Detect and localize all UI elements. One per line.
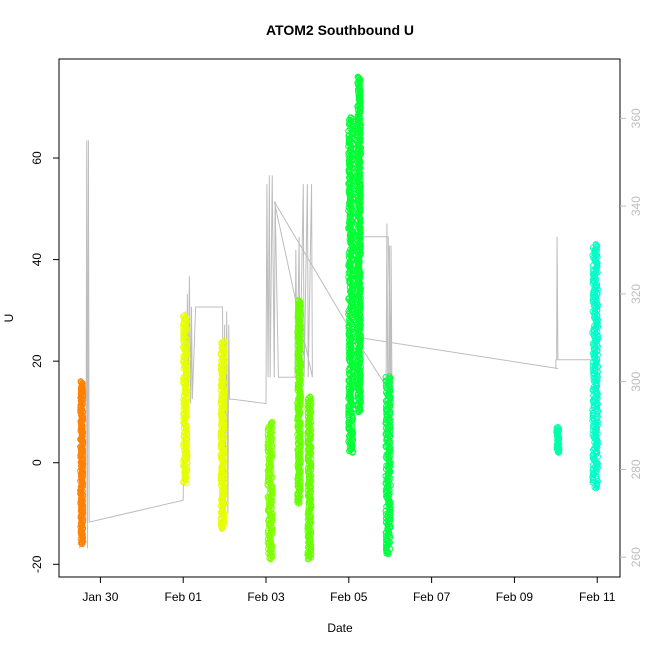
right-y-tick-label: 260 (629, 547, 643, 567)
data-point (386, 375, 393, 383)
x-tick-label: Jan 30 (82, 590, 118, 604)
right-y-tick-label: 280 (629, 459, 643, 479)
right-y-tick-label: 320 (629, 284, 643, 304)
data-point (384, 429, 391, 436)
data-point (593, 242, 601, 250)
data-point (592, 432, 599, 439)
left-y-axis: -20 0 20 40 60 (30, 151, 59, 573)
scatter-cluster (180, 312, 191, 487)
scatter-cluster (304, 393, 315, 563)
data-point (382, 374, 389, 381)
right-y-tick-label: 340 (629, 196, 643, 216)
scatter-cluster (345, 114, 357, 456)
y-tick-label: 60 (30, 151, 44, 165)
data-point (180, 378, 188, 386)
data-point (77, 378, 84, 385)
data-point (594, 440, 601, 448)
scatter-cluster (294, 297, 304, 507)
data-point (346, 184, 353, 192)
chart-title: ATOM2 Southbound U (266, 22, 414, 38)
y-tick-label: -20 (30, 555, 44, 573)
plot-frame (58, 58, 621, 578)
data-point (181, 312, 188, 319)
data-point (386, 373, 393, 380)
data-point (295, 297, 302, 304)
data-point (593, 475, 600, 482)
scatter-cluster (553, 423, 563, 456)
data-point (220, 338, 227, 345)
data-point (79, 379, 86, 387)
scatter-cluster (77, 378, 87, 548)
data-point (593, 299, 601, 307)
data-point (349, 412, 356, 420)
right-y-tick-label: 300 (629, 371, 643, 391)
scatter-cluster (589, 241, 602, 492)
data-point (347, 114, 354, 121)
y-tick-label: 20 (30, 354, 44, 368)
x-tick-label: Feb 01 (165, 590, 203, 604)
x-tick-label: Feb 07 (413, 590, 451, 604)
x-tick-label: Feb 03 (247, 590, 285, 604)
x-axis-label: Date (327, 621, 353, 635)
data-point (355, 74, 362, 81)
data-point (296, 429, 304, 437)
y-axis-label: U (2, 314, 16, 323)
x-tick-label: Feb 05 (330, 590, 368, 604)
data-point (306, 393, 314, 400)
data-point (77, 523, 84, 531)
data-point (386, 520, 393, 527)
data-point (590, 352, 598, 359)
data-point (268, 419, 275, 427)
data-point (180, 313, 187, 320)
scatter-cluster (382, 373, 394, 558)
data-point (594, 332, 601, 339)
data-point (354, 73, 362, 80)
data-point (592, 241, 600, 248)
x-axis: Jan 30 Feb 01 Feb 03 Feb 05 Feb 07 Feb 09 Feb … (82, 577, 616, 604)
scatter-cluster (354, 73, 365, 416)
secondary-series-line (79, 140, 600, 549)
data-point (217, 431, 224, 438)
data-point (348, 115, 355, 122)
plot-area (77, 73, 602, 563)
y-tick-label: 0 (30, 459, 44, 466)
data-point (221, 337, 228, 345)
data-point (294, 368, 302, 375)
y-tick-label: 40 (30, 253, 44, 267)
data-point (345, 180, 352, 187)
data-point (268, 453, 276, 461)
data-point (554, 423, 562, 431)
x-tick-label: Feb 09 (496, 590, 534, 604)
data-point (348, 241, 356, 248)
data-point (221, 350, 228, 357)
x-tick-label: Feb 11 (579, 590, 616, 604)
right-y-tick-label: 360 (629, 108, 643, 128)
data-point (268, 418, 276, 426)
data-point (345, 409, 352, 416)
data-point (386, 379, 394, 386)
scatter-cluster (264, 418, 276, 563)
right-y-axis: 260 280 300 320 340 360 (620, 108, 643, 567)
scatter-cluster (217, 337, 228, 532)
